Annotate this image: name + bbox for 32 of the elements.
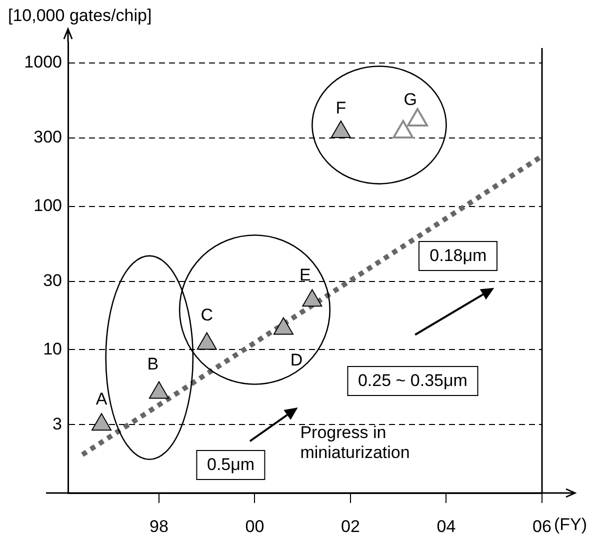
annotation: A	[96, 389, 108, 408]
point	[196, 332, 217, 350]
annotation: 0.25 ~ 0.35μm	[346, 366, 478, 396]
y-tick-label: 300	[34, 128, 62, 147]
annotation: 0.5μm	[196, 450, 266, 480]
point	[148, 381, 169, 399]
point	[302, 289, 322, 307]
annotation: Progress in miniaturization	[300, 422, 411, 462]
annotation: C	[200, 305, 213, 324]
annotation: D	[290, 350, 303, 370]
annotation: B	[147, 354, 159, 374]
point	[330, 120, 351, 138]
x-tick-label: 06	[532, 516, 552, 536]
point	[91, 413, 112, 431]
y-tick-label: 1000	[24, 52, 62, 72]
x-tick-label: 00	[245, 516, 264, 536]
y-tick-label: 3	[52, 414, 62, 434]
y-axis-title: [10,000 gates/chip]	[8, 6, 152, 26]
x-tick-label: 04	[436, 516, 456, 536]
annotation: 0.18μm	[418, 241, 498, 272]
annotation: F	[336, 98, 346, 118]
y-tick-label: 100	[34, 196, 62, 215]
annotation: E	[300, 265, 311, 284]
point	[392, 120, 414, 138]
x-axis-title: (FY)	[554, 515, 588, 535]
x-tick-label: 98	[150, 516, 168, 536]
point	[406, 108, 428, 126]
point	[273, 317, 294, 335]
y-tick-label: 30	[43, 270, 62, 290]
annotation: G	[404, 90, 417, 110]
x-tick-label: 02	[341, 516, 360, 536]
y-tick-label: 10	[43, 339, 62, 358]
